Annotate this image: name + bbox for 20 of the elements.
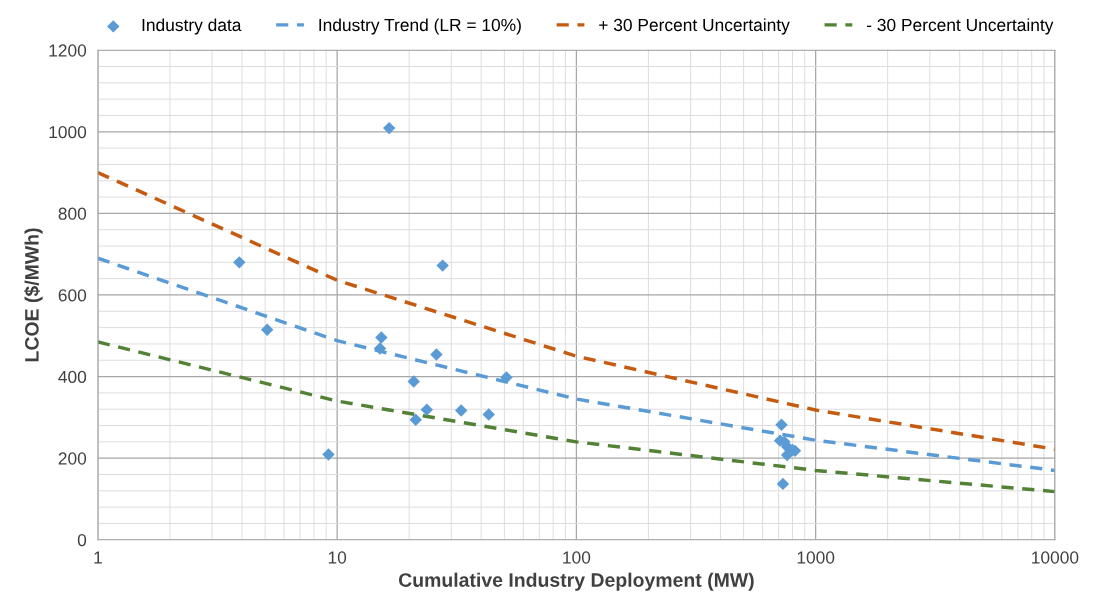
legend-label: - 30 Percent Uncertainty [866,18,1054,35]
y-tick-label: 0 [77,533,87,547]
y-tick-label: 1200 [49,44,87,57]
x-tick-label: 1000 [797,551,835,564]
y-tick-label: 600 [58,289,87,302]
x-tick-label: 10 [328,551,347,564]
y-tick-label: 200 [58,452,87,465]
y-tick-label: 800 [58,207,87,220]
legend-label: Industry data [142,18,242,35]
line-series [97,256,1055,473]
x-axis-title: Cumulative Industry Deployment (MW) [398,572,754,591]
y-axis-title: LCOE ($/MWh) [24,228,43,362]
y-tick-label: 1000 [49,125,87,139]
x-tick-label: 10000 [1032,551,1079,564]
y-tick-label: 400 [58,370,87,384]
line-series [97,340,1055,494]
x-tick-label: 100 [563,551,591,564]
legend-label: Industry Trend (LR = 10%) [319,18,521,35]
x-tick-label: 1 [94,551,102,564]
legend-label: + 30 Percent Uncertainty [599,18,790,35]
